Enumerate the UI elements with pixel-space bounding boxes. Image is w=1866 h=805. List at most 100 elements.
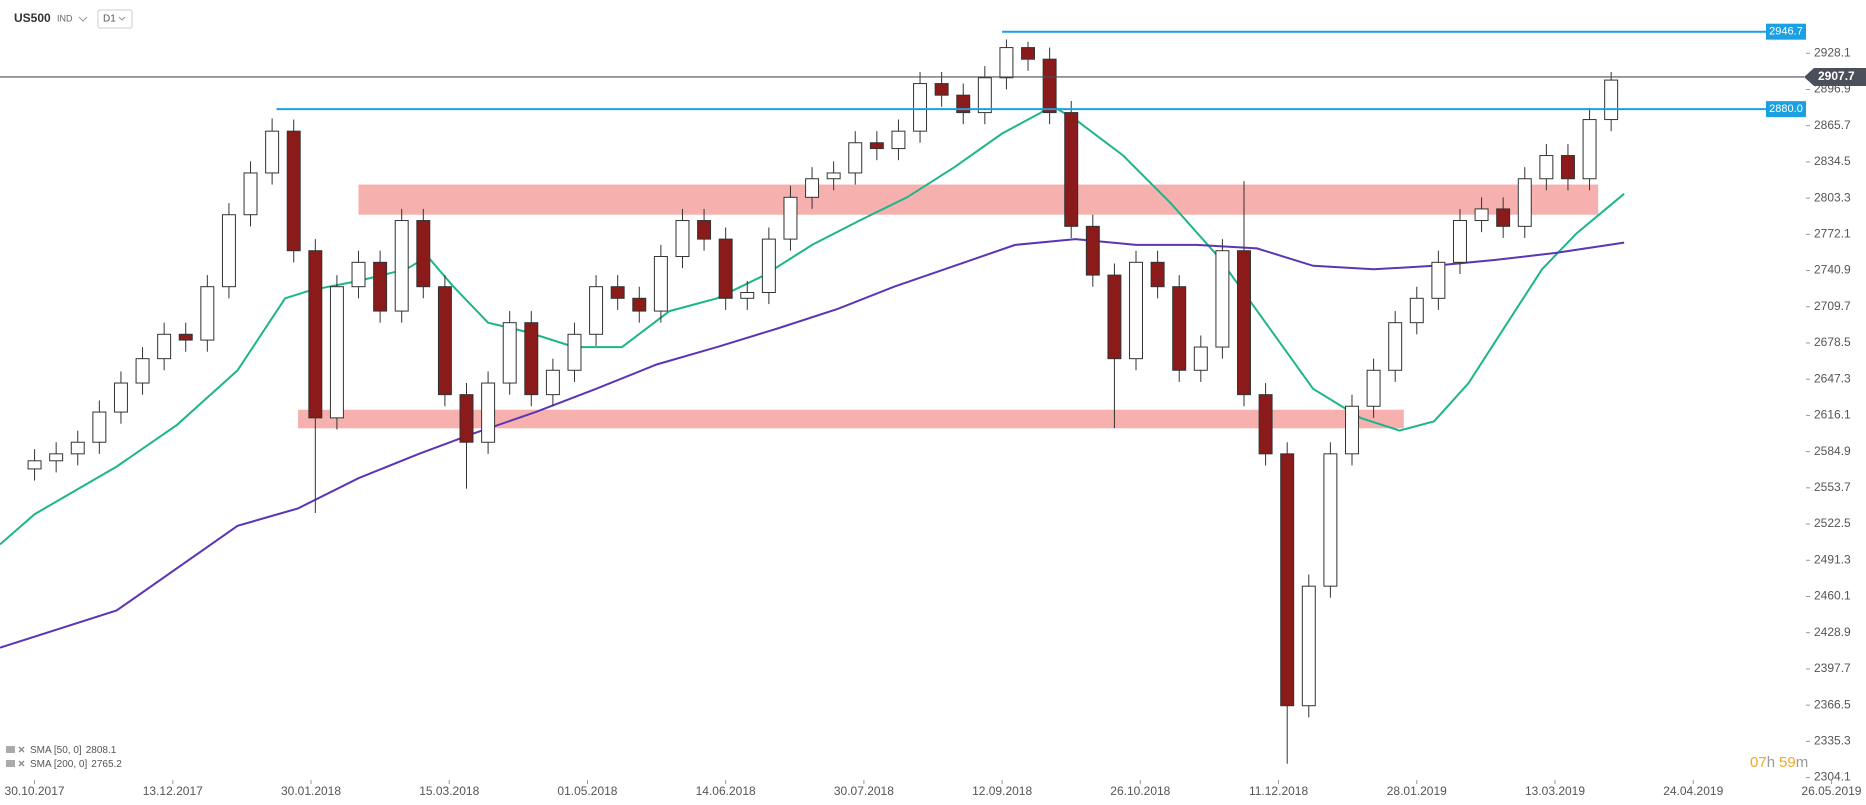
candle-body <box>1042 58 1057 114</box>
candle-body <box>826 172 841 180</box>
candle-body <box>286 130 301 252</box>
candle-body <box>459 394 474 443</box>
candle-body <box>27 460 42 470</box>
y-tick-label: 2865.7 <box>1814 118 1851 132</box>
legend-icon[interactable] <box>6 746 15 753</box>
candle-body <box>675 220 690 258</box>
x-tick-label: 13.03.2019 <box>1525 784 1585 798</box>
candle-body <box>157 333 172 360</box>
candle-body <box>200 286 215 341</box>
candle-body <box>913 83 928 132</box>
y-tick-label: 2522.5 <box>1814 516 1851 530</box>
level-label-box <box>1766 23 1806 40</box>
candle-body <box>308 250 323 419</box>
level-label-box <box>1766 101 1806 118</box>
candle-body <box>1193 346 1208 371</box>
candle-body <box>1345 405 1359 455</box>
legend-value: 2765.2 <box>91 759 122 770</box>
candle-body <box>437 286 452 396</box>
candle-body <box>1496 208 1511 227</box>
y-tick-label: 2647.3 <box>1814 371 1851 385</box>
x-tick-label: 13.12.2017 <box>143 784 203 798</box>
candle-body <box>1323 453 1338 587</box>
candle-body <box>329 286 344 419</box>
timer-part: 07 <box>1750 754 1767 771</box>
legend-icon[interactable] <box>6 760 15 767</box>
x-tick-label: 01.05.2018 <box>557 784 617 798</box>
legend-close[interactable] <box>18 746 25 753</box>
candle-body <box>1237 250 1251 396</box>
x-tick-label: 24.04.2019 <box>1663 784 1723 798</box>
y-tick-label: 2366.5 <box>1814 697 1851 711</box>
y-tick-label: 2896.9 <box>1814 82 1851 96</box>
dropdown-arrow[interactable] <box>78 16 88 22</box>
candle-body <box>1301 585 1316 707</box>
y-tick-label: 2772.1 <box>1814 227 1851 241</box>
candle-body <box>1064 112 1079 227</box>
interval[interactable]: D1 <box>103 14 116 25</box>
x-tick-label: 26.05.2019 <box>1801 784 1861 798</box>
candle-body <box>1539 155 1554 180</box>
market: IND <box>57 13 73 23</box>
x-tick-label: 14.06.2018 <box>696 784 756 798</box>
candle-body <box>848 142 863 174</box>
last-price-box <box>1804 67 1866 86</box>
x-tick-label: 11.12.2018 <box>1249 784 1308 798</box>
timer-part: h <box>1767 754 1775 771</box>
candle-body <box>351 261 366 288</box>
axes: 2304.1 2335.3 2366.5 2397.7 2428.9 2460.1 2491… <box>5 45 1862 798</box>
candle-body <box>1085 225 1100 276</box>
candle-body <box>92 411 107 443</box>
candle-body <box>934 83 949 96</box>
last-price-label: 2907.7 <box>1818 69 1855 83</box>
candle-body <box>589 286 604 335</box>
zone <box>358 184 1599 215</box>
candle-body <box>113 382 128 413</box>
candle-body <box>567 333 582 371</box>
candle-body <box>761 238 776 294</box>
overlay-lines <box>0 103 1625 649</box>
legend-name: SMA [50, 0] <box>30 745 82 756</box>
x-tick-label: 15.03.2018 <box>419 784 479 798</box>
candle-body <box>1582 119 1597 180</box>
candle-body <box>481 382 496 443</box>
y-tick-label: 2304.1 <box>1814 770 1851 784</box>
y-tick-label: 2928.1 <box>1814 45 1851 59</box>
y-tick-label: 2553.7 <box>1814 480 1851 494</box>
candle-body <box>135 358 150 384</box>
y-tick-label: 2491.3 <box>1814 552 1851 566</box>
y-tick-label: 2740.9 <box>1814 263 1851 277</box>
candle-body <box>783 196 798 240</box>
candle-body <box>1129 261 1143 360</box>
timer: 07h 59m <box>1750 754 1808 771</box>
candle-body <box>221 214 236 288</box>
candle-body <box>265 130 280 174</box>
candle-body <box>1107 274 1122 360</box>
symbol[interactable]: US500 <box>14 11 51 25</box>
dropdown-arrow[interactable] <box>118 16 126 21</box>
x-tick-label: 12.09.2018 <box>972 784 1032 798</box>
candle-body <box>869 142 884 150</box>
candle-body <box>1215 250 1230 348</box>
candles <box>27 39 1619 764</box>
legend-value: 2808.1 <box>86 745 117 756</box>
candle-body <box>373 261 388 312</box>
candle-body <box>999 47 1014 79</box>
candle-body <box>502 322 517 384</box>
level-label: 2946.7 <box>1769 26 1803 38</box>
candle-body <box>718 238 733 299</box>
candle-body <box>1280 453 1295 707</box>
y-tick-label: 2584.9 <box>1814 444 1851 458</box>
candle-body <box>394 220 409 312</box>
y-tick-label: 2616.1 <box>1814 408 1851 422</box>
sma-line <box>0 238 1625 649</box>
candle-body <box>416 220 431 288</box>
candle-body <box>1409 297 1424 324</box>
zones <box>298 184 1599 429</box>
legend-name: SMA [200, 0] <box>30 759 87 770</box>
x-tick-label: 30.10.2017 <box>5 784 65 798</box>
interval-box[interactable] <box>97 9 133 29</box>
candle-body <box>977 77 992 114</box>
legend-close[interactable] <box>18 760 25 767</box>
